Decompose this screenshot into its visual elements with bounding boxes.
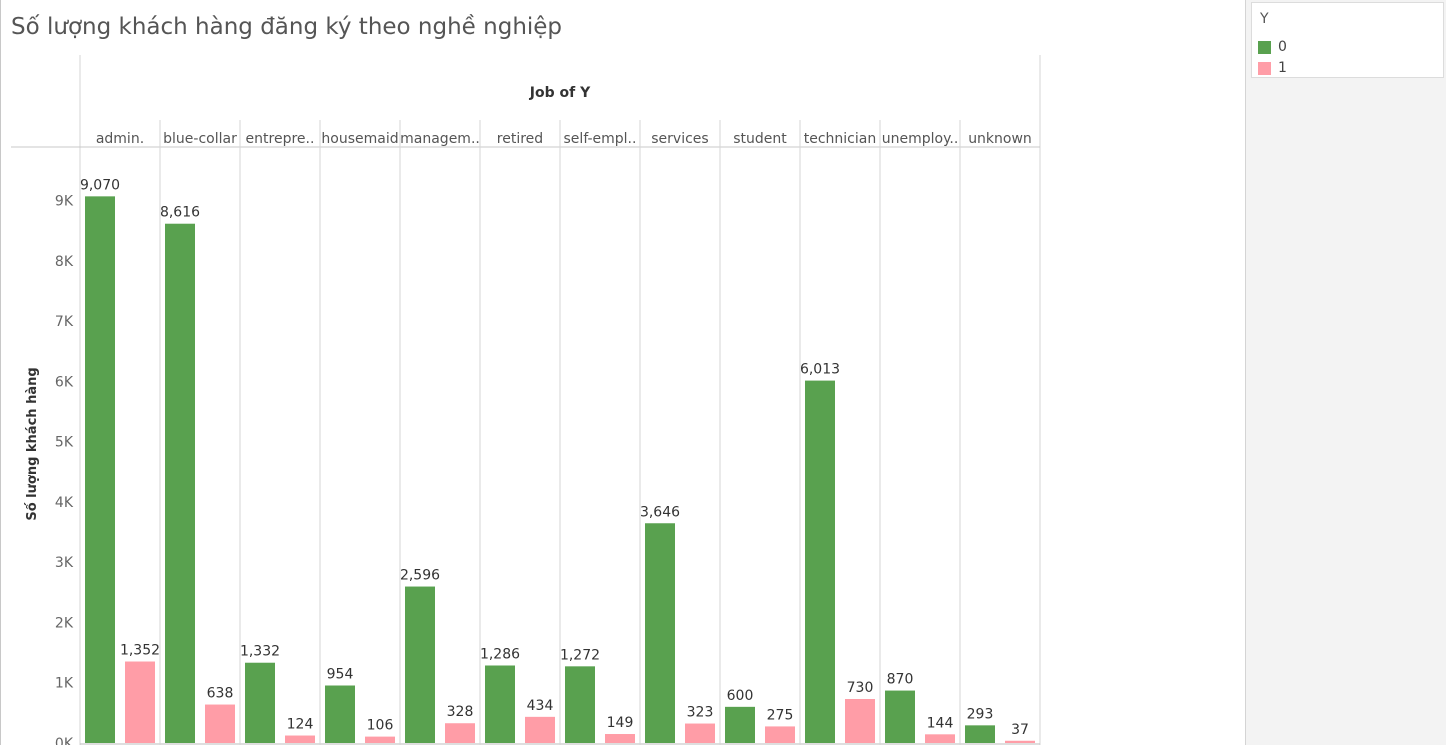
bar-series-0 <box>165 223 195 743</box>
bar-series-1 <box>125 661 155 743</box>
y-tick-label: 3K <box>55 555 74 571</box>
y-tick-label: 7K <box>55 314 74 330</box>
data-label: 9,070 <box>80 177 120 193</box>
bar-series-1 <box>1005 740 1035 743</box>
data-label: 6,013 <box>800 362 840 378</box>
bar-series-1 <box>445 723 475 743</box>
category-label: self-empl.. <box>564 131 637 147</box>
y-tick-label: 2K <box>55 615 74 631</box>
bar-series-0 <box>485 665 515 743</box>
bar-series-1 <box>285 735 315 743</box>
bar-series-0 <box>325 685 355 743</box>
bar-series-0 <box>245 662 275 743</box>
data-label: 37 <box>1011 722 1029 738</box>
data-label: 638 <box>207 686 234 702</box>
legend-swatch-1 <box>1258 62 1271 75</box>
data-label: 328 <box>447 704 474 720</box>
y-tick-label: 9K <box>55 194 74 210</box>
data-label: 600 <box>727 688 754 704</box>
data-label: 1,352 <box>120 643 160 659</box>
data-label: 434 <box>527 698 554 714</box>
bar-series-0 <box>405 586 435 743</box>
legend-label-1: 1 <box>1278 60 1287 76</box>
bar-series-0 <box>965 725 995 743</box>
bar-series-1 <box>525 716 555 743</box>
category-label: student <box>733 131 787 147</box>
legend-swatch-0 <box>1258 41 1271 54</box>
data-label: 1,272 <box>560 647 600 663</box>
legend[interactable]: Y 0 1 <box>1251 2 1444 78</box>
data-label: 149 <box>607 715 634 731</box>
bar-series-1 <box>765 726 795 743</box>
y-tick-label: 4K <box>55 495 74 511</box>
y-tick-label: 5K <box>55 435 74 451</box>
column-header-title: Job of Y <box>529 85 591 101</box>
data-label: 730 <box>847 680 874 696</box>
bar-series-0 <box>85 196 115 744</box>
data-label: 275 <box>767 707 794 723</box>
data-label: 1,286 <box>480 646 520 662</box>
frame-left-border <box>0 0 1 745</box>
category-label: housemaid <box>321 131 398 147</box>
data-label: 870 <box>887 672 914 688</box>
data-label: 106 <box>367 718 394 734</box>
chart-title: Số lượng khách hàng đăng ký theo nghề ng… <box>11 14 563 40</box>
data-label: 124 <box>287 717 314 733</box>
bar-series-1 <box>205 704 235 743</box>
category-label: unknown <box>968 131 1032 147</box>
category-label: retired <box>497 131 543 147</box>
side-panel <box>1245 0 1446 745</box>
data-label: 2,596 <box>400 568 440 584</box>
y-axis-title: Số lượng khách hàng <box>25 367 40 520</box>
y-tick-label: 8K <box>55 254 74 270</box>
category-label: admin. <box>96 131 144 147</box>
bar-series-1 <box>845 699 875 743</box>
category-label: services <box>651 131 708 147</box>
bar-series-1 <box>685 723 715 743</box>
bar-series-0 <box>725 706 755 743</box>
category-label: unemploy.. <box>882 131 959 147</box>
data-label: 1,332 <box>240 644 280 660</box>
data-label: 8,616 <box>160 205 200 221</box>
bar-series-1 <box>605 734 635 743</box>
bar-series-1 <box>925 734 955 743</box>
category-label: blue-collar <box>163 131 237 147</box>
y-tick-label: 0K <box>55 736 74 745</box>
category-label: managem.. <box>400 131 480 147</box>
data-label: 144 <box>927 715 954 731</box>
data-label: 3,646 <box>640 504 680 520</box>
y-tick-label: 6K <box>55 374 74 390</box>
data-label: 293 <box>967 706 994 722</box>
bar-series-0 <box>645 523 675 743</box>
bar-chart: Job of Y admin. blue-collar entrepre.. house… <box>11 55 1041 745</box>
category-label: technician <box>804 131 876 147</box>
data-label: 954 <box>327 667 354 683</box>
bar-series-1 <box>365 736 395 743</box>
data-label: 323 <box>687 705 714 721</box>
bar-series-0 <box>565 666 595 743</box>
bar-series-0 <box>805 380 835 743</box>
y-tick-label: 1K <box>55 676 74 692</box>
legend-label-0: 0 <box>1278 39 1287 55</box>
bar-series-0 <box>885 690 915 743</box>
category-label: entrepre.. <box>246 131 315 147</box>
legend-title: Y <box>1260 11 1269 27</box>
